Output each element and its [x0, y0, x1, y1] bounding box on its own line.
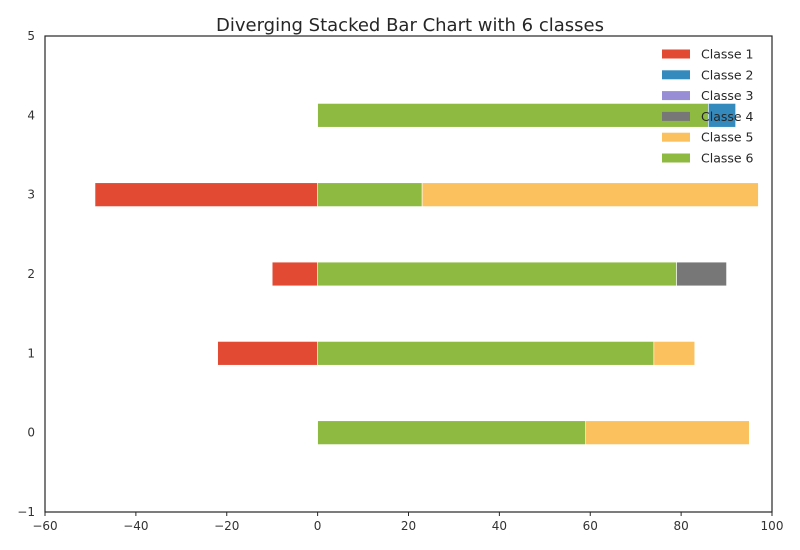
bar-segment-classe-1-row-3	[94, 182, 318, 207]
bar-segment-classe-5-row-0	[585, 420, 750, 445]
x-tick-label: 40	[492, 519, 507, 533]
legend-swatch-classe-1	[662, 49, 690, 59]
chart-title: Diverging Stacked Bar Chart with 6 class…	[216, 15, 604, 36]
legend: Classe 1 Classe 2 Classe 3 Classe 4 Classe 5…	[662, 47, 754, 166]
legend-swatch-classe-4	[662, 111, 690, 121]
y-tick-label: 3	[27, 188, 35, 202]
legend-label-classe-2: Classe 2	[701, 67, 754, 82]
y-tick-label: 4	[27, 108, 35, 122]
legend-label-classe-3: Classe 3	[701, 88, 754, 103]
x-tick-label: −40	[123, 519, 148, 533]
bar-segment-classe-5-row-3	[421, 182, 759, 207]
y-tick-label: −1	[17, 505, 35, 519]
y-tick-label: 2	[27, 267, 35, 281]
legend-label-classe-4: Classe 4	[701, 109, 754, 124]
bar-segment-classe-1-row-2	[271, 261, 318, 287]
y-tick-label: 5	[27, 29, 35, 43]
bars-layer	[94, 103, 759, 445]
bar-segment-classe-4-row-2	[676, 261, 727, 287]
legend-label-classe-6: Classe 6	[701, 151, 754, 166]
legend-label-classe-1: Classe 1	[701, 47, 754, 62]
x-axis-ticks: −60 −40 −20 0 20 40 60 80 100	[32, 512, 783, 533]
x-tick-label: 100	[761, 519, 784, 533]
bar-segment-classe-1-row-1	[217, 341, 318, 366]
y-tick-label: 0	[27, 426, 35, 440]
legend-label-classe-5: Classe 5	[701, 130, 754, 145]
legend-swatch-classe-3	[662, 91, 690, 101]
legend-swatch-classe-2	[662, 70, 690, 80]
x-tick-label: −20	[214, 519, 239, 533]
y-tick-label: 1	[27, 346, 35, 360]
x-tick-label: 20	[401, 519, 416, 533]
bar-segment-classe-6-row-4	[317, 103, 709, 128]
bar-segment-classe-6-row-2	[317, 261, 677, 287]
x-tick-label: −60	[32, 519, 57, 533]
x-tick-label: 60	[583, 519, 598, 533]
bar-segment-classe-2-row-4	[708, 103, 736, 128]
legend-swatch-classe-6	[662, 153, 690, 163]
x-tick-label: 0	[314, 519, 322, 533]
bar-segment-classe-6-row-3	[317, 182, 423, 207]
y-axis-ticks: −1 0 1 2 3 4 5	[17, 29, 35, 519]
bar-segment-classe-5-row-1	[653, 341, 696, 366]
bar-segment-classe-6-row-0	[317, 420, 587, 445]
bar-segment-classe-6-row-1	[317, 341, 655, 366]
legend-swatch-classe-5	[662, 132, 690, 142]
x-tick-label: 80	[673, 519, 688, 533]
